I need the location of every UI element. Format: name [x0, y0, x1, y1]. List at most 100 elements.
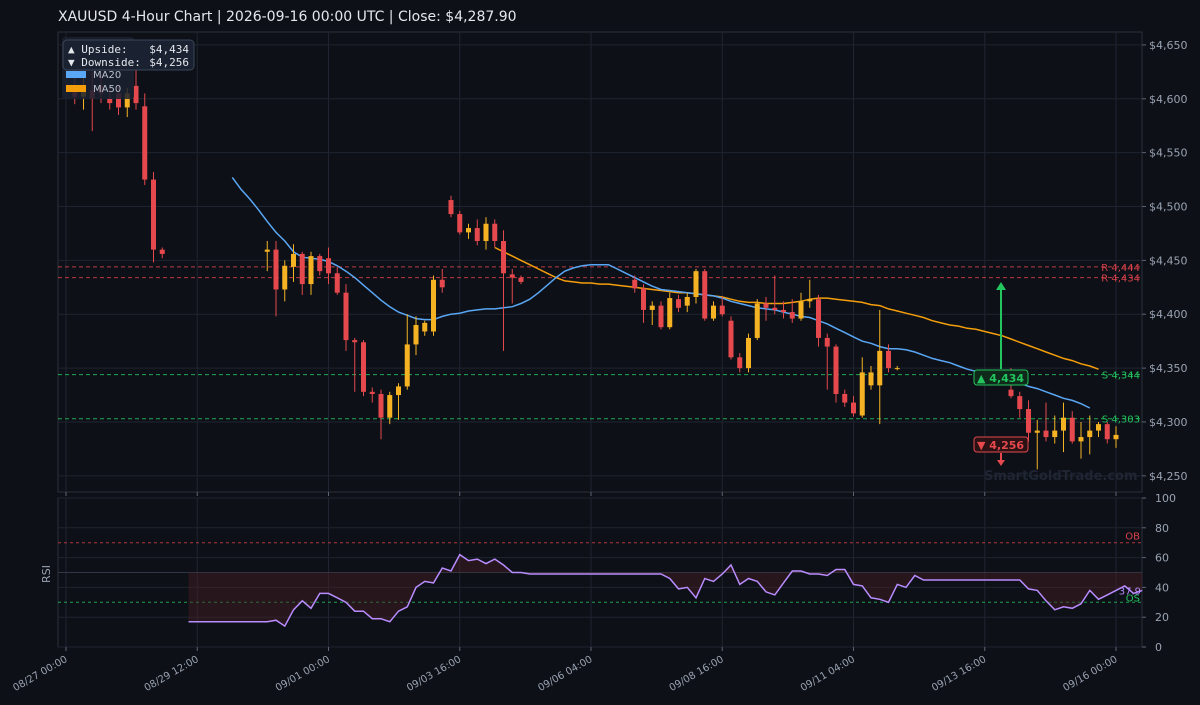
candle-body	[728, 320, 734, 358]
candle-body	[396, 386, 401, 396]
candle-body	[483, 223, 489, 241]
candle-body	[1026, 409, 1031, 433]
rsi-line: 37.9	[188, 553, 1143, 628]
candle-body	[1087, 430, 1093, 438]
x-tick-label: 08/29 12:00	[143, 654, 201, 694]
x-tick-label: 09/08 16:00	[668, 654, 726, 694]
price-tick-label: $4,500	[1149, 201, 1188, 214]
legend-label-ma50: MA50	[93, 84, 121, 95]
candle-body	[151, 179, 156, 250]
candle-body	[282, 265, 288, 290]
candle-body	[308, 256, 314, 285]
rsi-tick-label: 80	[1155, 522, 1169, 535]
candle-body	[1043, 430, 1049, 438]
downside-value: $4,256	[149, 56, 189, 69]
candle-body	[1069, 417, 1075, 442]
candle-body	[387, 395, 393, 418]
candle-body	[676, 299, 681, 308]
candle-body	[789, 312, 795, 319]
price-tick-label: $4,250	[1149, 470, 1188, 483]
candle-body	[466, 228, 471, 233]
x-tick-label: 09/11 04:00	[799, 654, 857, 694]
candle-body	[746, 337, 751, 369]
watermark: SmartGoldTrade.com	[984, 469, 1138, 484]
candle-body	[361, 342, 366, 392]
price-tick-label: $4,350	[1149, 362, 1188, 375]
candle-body	[781, 309, 786, 313]
downside-badge-text: ▼ 4,256	[977, 439, 1024, 452]
candle-body	[807, 299, 813, 302]
rsi-shaded-area	[188, 554, 1143, 627]
candle-body	[859, 372, 865, 416]
candle-body	[343, 292, 349, 341]
candle-body	[133, 85, 139, 104]
candle-body	[291, 253, 296, 267]
level-label-resistance: R 4,444	[1101, 263, 1140, 274]
candle-body	[868, 372, 874, 386]
candle-body	[501, 240, 506, 274]
x-tick-label: 08/27 00:00	[11, 654, 69, 694]
rsi-tick-label: 60	[1155, 552, 1169, 565]
candle-body	[116, 93, 121, 108]
candle-body	[1113, 434, 1119, 440]
candle-body	[474, 228, 480, 241]
candle-body	[142, 106, 148, 180]
ma50-line	[494, 246, 1099, 370]
rsi-tick-label: 0	[1155, 641, 1162, 654]
candle-body	[702, 271, 708, 319]
level-label-support: S 4,303	[1102, 415, 1140, 426]
candle-body	[1096, 424, 1101, 431]
legend-swatch-ma20	[66, 71, 86, 78]
level-label-resistance: R 4,434	[1101, 274, 1140, 285]
candle-body	[369, 391, 375, 394]
candle-body	[124, 93, 130, 108]
candle-body	[352, 340, 358, 343]
candle-body	[1104, 424, 1110, 440]
rsi-tick-label: 20	[1155, 611, 1169, 624]
candle-body	[719, 305, 725, 315]
candle-body	[457, 214, 463, 233]
candle-body	[1008, 389, 1014, 397]
down-arrow-icon	[997, 460, 1005, 466]
upside-label: ▲ Upside:	[68, 43, 128, 56]
x-tick-label: 09/06 04:00	[536, 654, 594, 694]
candle-body	[693, 271, 699, 298]
rsi-level-label: OB	[1125, 532, 1140, 543]
candle-body	[877, 350, 883, 386]
rsi-axis-label: RSI	[40, 565, 53, 583]
price-panel	[57, 31, 1143, 493]
candle-body	[886, 350, 891, 369]
candle-body	[894, 368, 900, 370]
price-tick-label: $4,650	[1149, 39, 1188, 52]
candle-body	[737, 357, 743, 369]
rsi-last-value: 37.9	[1119, 586, 1141, 597]
candle-body	[798, 301, 804, 319]
candle-body	[413, 325, 419, 345]
candle-body	[772, 307, 778, 310]
candle-body	[1052, 430, 1058, 438]
rsi-tick-label: 40	[1155, 581, 1169, 594]
candle-body	[448, 200, 454, 215]
candle-body	[299, 253, 305, 285]
candle-body	[641, 288, 646, 310]
candle-body	[684, 297, 690, 306]
candle-body	[667, 298, 673, 328]
candle-body	[711, 305, 716, 319]
moving-averages	[231, 176, 1099, 409]
rsi-y-axis: 0 20 40 60 80 100	[1142, 492, 1176, 654]
candle-body	[422, 322, 428, 332]
candle-body	[334, 273, 340, 293]
ma20-line	[231, 176, 1091, 409]
price-tick-label: $4,550	[1149, 147, 1188, 160]
x-tick-label: 09/03 16:00	[405, 654, 463, 694]
rsi-level-label: OS	[1126, 593, 1140, 604]
price-tick-label: $4,300	[1149, 416, 1188, 429]
candle-body	[833, 346, 839, 394]
upside-badge-text: ▲ 4,434	[977, 372, 1024, 385]
downside-label: ▼ Downside:	[68, 56, 141, 69]
rsi-series-line	[188, 553, 1143, 628]
candle-body	[816, 299, 821, 338]
candle-body	[842, 393, 848, 403]
